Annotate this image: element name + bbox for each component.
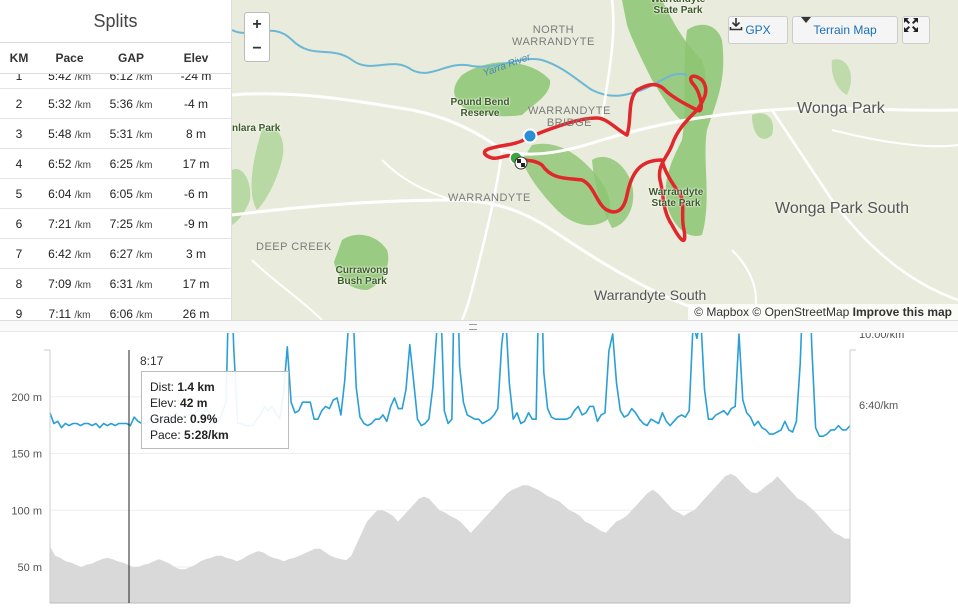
label-warrandyte-state-park: Warrandyte State Park xyxy=(648,187,704,209)
download-icon xyxy=(729,18,743,31)
download-gpx-button[interactable]: GPX xyxy=(728,16,788,44)
label-tindals-park: nlara Park xyxy=(232,123,281,134)
split-gap: 6:25 /km xyxy=(101,148,161,179)
split-elev: 26 m xyxy=(161,298,231,320)
tooltip-dist: Dist: 1.4 km xyxy=(150,380,215,394)
split-pace: 6:04 /km xyxy=(38,178,101,209)
split-row[interactable]: 4 6:52 /km 6:25 /km 17 m xyxy=(0,148,231,179)
fullscreen-icon xyxy=(904,18,918,32)
split-km: 7 xyxy=(0,238,38,269)
y-left-tick-label: 150 m xyxy=(11,449,42,461)
split-pace: 6:42 /km xyxy=(38,238,101,269)
improve-map-link[interactable]: Improve this map xyxy=(852,305,952,319)
label-warrandyte: WARRANDYTE xyxy=(448,192,531,204)
split-row[interactable]: 1 5:42 /km 6:12 /km -24 m xyxy=(0,73,231,89)
split-km: 4 xyxy=(0,148,38,179)
zoom-out-button[interactable]: − xyxy=(244,37,270,62)
split-elev: 17 m xyxy=(161,148,231,179)
tooltip-pace: Pace: 5:28/km xyxy=(150,428,229,442)
split-row[interactable]: 3 5:48 /km 5:31 /km 8 m xyxy=(0,118,231,149)
chart-tooltip: Dist: 1.4 km Elev: 42 m Grade: 0.9% Pace… xyxy=(141,371,289,449)
caret-down-icon xyxy=(801,17,811,23)
current-position-marker xyxy=(522,128,538,144)
split-row[interactable]: 2 5:32 /km 5:36 /km -4 m xyxy=(0,88,231,119)
split-row[interactable]: 6 7:21 /km 7:25 /km -9 m xyxy=(0,208,231,239)
finish-flag-icon xyxy=(514,156,528,170)
label-north-warrandyte: NORTH WARRANDYTE xyxy=(512,24,595,48)
fullscreen-button[interactable] xyxy=(902,16,930,44)
split-gap: 6:06 /km xyxy=(101,298,161,320)
splits-panel: Splits KM Pace GAP Elev 1 5:42 /km 6:12 /k… xyxy=(0,0,232,320)
y-left-tick-label: 200 m xyxy=(11,392,42,404)
y-left-tick-label: 100 m xyxy=(11,505,42,517)
zoom-in-button[interactable]: + xyxy=(244,12,270,38)
split-gap: 5:36 /km xyxy=(101,88,161,119)
split-elev: -4 m xyxy=(161,88,231,119)
column-header-gap: GAP xyxy=(101,42,161,74)
split-km: 6 xyxy=(0,208,38,239)
split-gap: 5:31 /km xyxy=(101,118,161,149)
split-row[interactable]: 7 6:42 /km 6:27 /km 3 m xyxy=(0,238,231,269)
split-row[interactable]: 8 7:09 /km 6:31 /km 17 m xyxy=(0,268,231,299)
label-warrandyte-south: Warrandyte South xyxy=(594,287,707,303)
label-warrandyte-state-park-top: Warrandyte State Park xyxy=(651,0,706,16)
split-elev: 17 m xyxy=(161,268,231,299)
split-gap: 6:12 /km xyxy=(101,73,161,89)
split-gap: 6:31 /km xyxy=(101,268,161,299)
osm-attribution-link[interactable]: © OpenStreetMap xyxy=(752,305,850,319)
gpx-label: GPX xyxy=(745,23,771,37)
split-pace: 5:42 /km xyxy=(38,73,101,89)
label-pound-bend: Pound Bend Reserve xyxy=(450,97,510,119)
split-pace: 7:11 /km xyxy=(38,298,101,320)
map-terrain xyxy=(232,0,958,320)
split-row[interactable]: 5 6:04 /km 6:05 /km -6 m xyxy=(0,178,231,209)
split-pace: 7:09 /km xyxy=(38,268,101,299)
splits-header-row: KM Pace GAP Elev xyxy=(0,42,231,74)
mapbox-attribution-link[interactable]: © Mapbox xyxy=(694,305,750,319)
label-deep-creek: DEEP CREEK xyxy=(256,241,332,253)
column-header-elev: Elev xyxy=(161,42,231,74)
split-km: 8 xyxy=(0,268,38,299)
label-wonga-park-south: Wonga Park South xyxy=(775,200,910,217)
split-gap: 6:27 /km xyxy=(101,238,161,269)
split-km: 9 xyxy=(0,298,38,320)
tooltip-elev: Elev: 42 m xyxy=(150,396,208,410)
column-header-km: KM xyxy=(0,42,38,74)
split-elev: 3 m xyxy=(161,238,231,269)
split-km: 5 xyxy=(0,178,38,209)
y-right-tick-label: 6:40/km xyxy=(859,400,898,412)
label-wonga-park: Wonga Park xyxy=(797,100,885,117)
split-elev: -6 m xyxy=(161,178,231,209)
tooltip-grade: Grade: 0.9% xyxy=(150,412,218,426)
map-type-label: Terrain Map xyxy=(813,23,877,37)
y-right-tick-label: 10:00/km xyxy=(859,333,904,341)
split-elev: 8 m xyxy=(161,118,231,149)
split-km: 3 xyxy=(0,118,38,149)
split-pace: 5:48 /km xyxy=(38,118,101,149)
label-currawong-bush-park: Currawong Bush Park xyxy=(335,265,389,287)
split-pace: 6:52 /km xyxy=(38,148,101,179)
elevation-area xyxy=(50,473,850,603)
hover-time-label: 8:17 xyxy=(140,354,164,368)
route-map[interactable]: NORTH WARRANDYTE WARRANDYTE BRIDGE WARRA… xyxy=(232,0,958,320)
split-row[interactable]: 9 7:11 /km 6:06 /km 26 m xyxy=(0,298,231,320)
split-elev: -24 m xyxy=(161,73,231,89)
map-type-dropdown[interactable]: Terrain Map xyxy=(792,16,898,44)
label-warrandyte-bridge: WARRANDYTE BRIDGE xyxy=(528,105,611,129)
split-gap: 7:25 /km xyxy=(101,208,161,239)
map-attribution: © Mapbox © OpenStreetMap Improve this ma… xyxy=(688,304,958,320)
drag-handle-icon[interactable] xyxy=(469,324,477,330)
y-left-tick-label: 50 m xyxy=(18,562,42,574)
split-pace: 5:32 /km xyxy=(38,88,101,119)
split-elev: -9 m xyxy=(161,208,231,239)
splits-title: Splits xyxy=(93,11,138,31)
split-km: 2 xyxy=(0,88,38,119)
split-gap: 6:05 /km xyxy=(101,178,161,209)
panel-resize-divider[interactable] xyxy=(0,320,958,332)
column-header-pace: Pace xyxy=(38,42,101,74)
split-pace: 7:21 /km xyxy=(38,208,101,239)
split-km: 1 xyxy=(0,73,38,89)
